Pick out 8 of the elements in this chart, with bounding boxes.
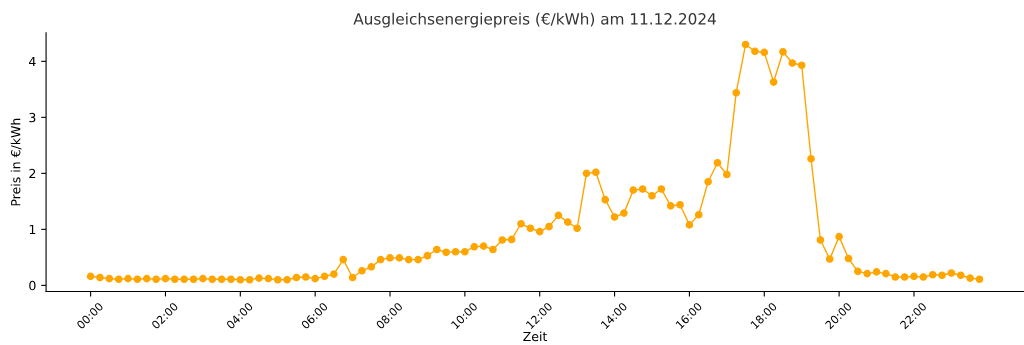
y-tick-label: 4 bbox=[29, 56, 36, 67]
chart-title: Ausgleichsenergiepreis (€/kWh) am 11.12.2024 bbox=[353, 12, 716, 28]
y-tick-label: 2 bbox=[29, 168, 36, 179]
x-axis-title: Zeit bbox=[523, 331, 548, 342]
y-axis-title: Preis in €/kWh bbox=[10, 118, 22, 206]
y-tick-label: 0 bbox=[29, 280, 36, 291]
y-tick-label: 3 bbox=[29, 112, 36, 123]
y-tick-label: 1 bbox=[29, 224, 36, 235]
